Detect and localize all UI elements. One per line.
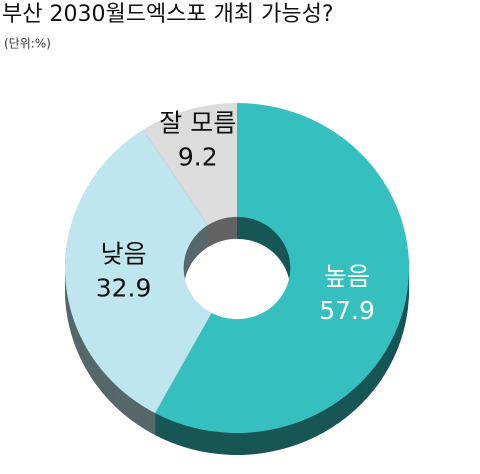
value-label: 9.2 [178, 142, 218, 171]
slice [155, 103, 410, 433]
slice-label: 잘 모름 [159, 108, 236, 137]
slice [143, 103, 237, 226]
slice-label: 높음 [324, 262, 370, 291]
chart-subtitle: (단위:%) [4, 37, 51, 51]
value-label: 32.9 [96, 273, 152, 302]
value-label: 57.9 [319, 296, 375, 325]
chart-title: 부산 2030월드엑스포 개최 가능성? [2, 2, 334, 27]
slice-label: 낮음 [101, 239, 147, 268]
slice [65, 129, 212, 414]
